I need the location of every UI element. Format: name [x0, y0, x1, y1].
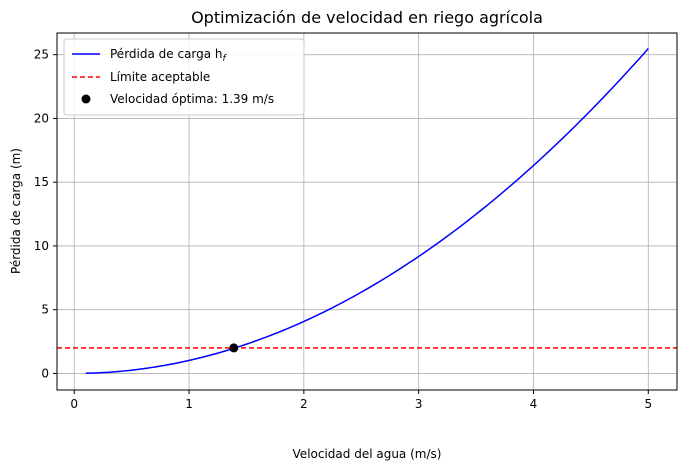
y-tick-label: 0 — [41, 366, 49, 380]
optimal-point — [229, 343, 239, 353]
y-tick-label: 15 — [34, 175, 49, 189]
legend-label-point: Velocidad óptima: 1.39 m/s — [110, 92, 274, 106]
series-line-perdida-de-carga — [85, 48, 649, 375]
chart-title: Optimización de velocidad en riego agríc… — [191, 8, 543, 27]
x-tick-label: 3 — [415, 397, 423, 411]
y-tick-label: 20 — [34, 111, 49, 125]
y-axis-label: Pérdida de carga (m) — [9, 148, 23, 274]
x-tick-label: 2 — [300, 397, 308, 411]
legend-label-hline: Límite aceptable — [110, 70, 210, 84]
y-tick-label: 5 — [41, 303, 49, 317]
x-tick-label: 0 — [70, 397, 78, 411]
legend-label-line-sub: f — [223, 54, 228, 64]
legend-box — [63, 38, 305, 116]
plot-frame — [56, 32, 678, 391]
axis-ticks: 0 1 2 3 4 5 0 5 10 15 20 25 — [34, 48, 652, 411]
legend-swatch-point — [81, 94, 91, 104]
x-axis-label: Velocidad del agua (m/s) — [293, 447, 442, 461]
legend-label-line: Pérdida de carga hf — [110, 47, 228, 64]
legend: Pérdida de carga hf Límite aceptable Vel… — [63, 38, 305, 116]
plot-series — [57, 48, 677, 375]
y-tick-label: 25 — [34, 48, 49, 62]
x-tick-label: 1 — [185, 397, 193, 411]
x-tick-label: 5 — [644, 397, 652, 411]
legend-label-line-main: Pérdida de carga h — [110, 47, 223, 61]
y-tick-label: 10 — [34, 239, 49, 253]
x-tick-label: 4 — [530, 397, 538, 411]
